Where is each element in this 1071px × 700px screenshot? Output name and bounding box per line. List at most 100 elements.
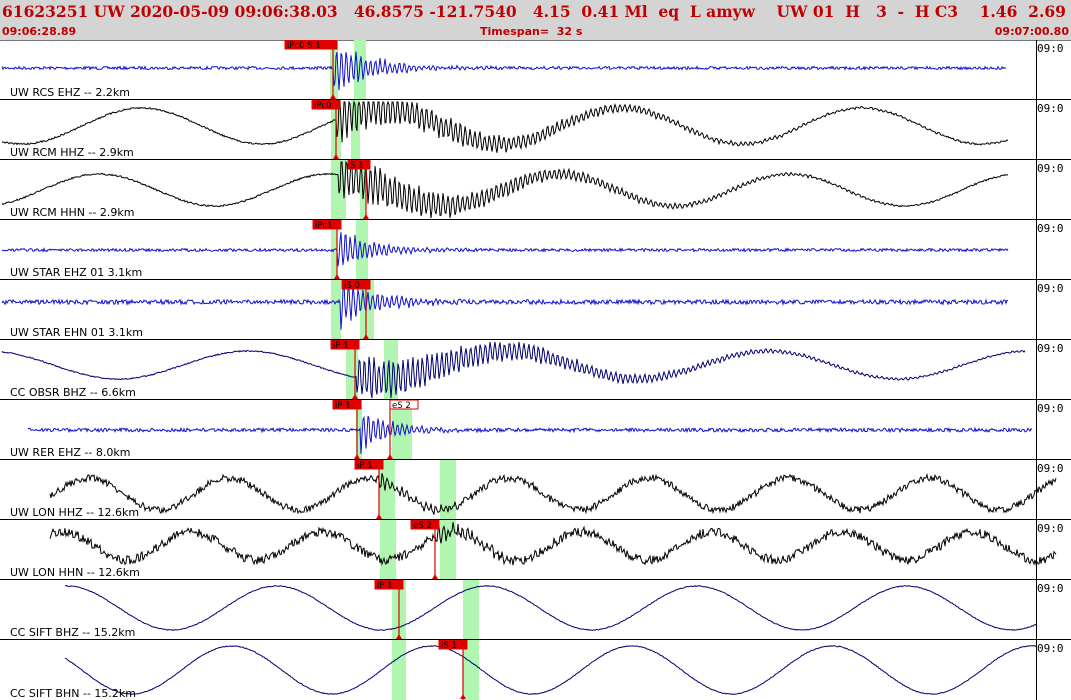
phase-window: [354, 40, 366, 99]
phase-window: [331, 280, 341, 339]
pick-label: eS 2: [413, 521, 432, 531]
time-tag: 09:0: [1037, 462, 1064, 475]
trace-panel[interactable]: eS 2 UW LON HHN -- 12.6km 09:0: [0, 520, 1071, 580]
pick-label: iP 1: [335, 401, 351, 411]
waveform[interactable]: iPc1: [0, 220, 1071, 280]
pick-marker: [333, 154, 339, 159]
time-tag: 09:0: [1037, 342, 1064, 355]
trace-panel[interactable]: iPc1 UW STAR EHZ 01 3.1km 09:0: [0, 220, 1071, 280]
seismic-trace: [49, 522, 1057, 566]
time-axis-divider: [1036, 40, 1037, 700]
time-tag: 09:0: [1037, 582, 1064, 595]
pick-label: iS 0: [344, 281, 360, 291]
seismic-trace: [1, 341, 1026, 399]
channel-label: UW RER EHZ -- 8.0km: [10, 446, 131, 459]
phase-window: [463, 580, 479, 639]
time-tag: 09:0: [1037, 102, 1064, 115]
pick-tag[interactable]: [312, 220, 342, 230]
phase-window: [351, 100, 360, 159]
pick-tag[interactable]: [374, 580, 404, 590]
seismogram-panels[interactable]: iPc0 S 1 UW RCS EHZ -- 2.2km 09:0 iPc0 U…: [0, 40, 1071, 700]
channel-label: UW LON HHN -- 12.6km: [10, 566, 140, 579]
time-tag: 09:0: [1037, 402, 1064, 415]
pick-marker: [396, 634, 402, 639]
pick-marker: [330, 94, 336, 99]
pick-label: eS 2: [392, 401, 411, 411]
phase-window: [440, 520, 456, 579]
pick-tag[interactable]: [330, 340, 360, 350]
trace-panel[interactable]: iPc0 S 1 UW RCS EHZ -- 2.2km 09:0: [0, 40, 1071, 100]
time-bar: 09:06:28.89 Timespan= 32 s 09:07:00.80: [0, 25, 1071, 39]
start-time: 09:06:28.89: [2, 25, 77, 38]
phase-window: [440, 460, 456, 519]
pick-marker: [334, 274, 340, 279]
time-tag: 09:0: [1037, 282, 1064, 295]
channel-label: CC SIFT BHZ -- 15.2km: [10, 626, 136, 639]
phase-window: [392, 640, 406, 700]
waveform[interactable]: iP 1 eS 2: [0, 400, 1071, 460]
phase-window: [356, 220, 368, 279]
phase-window: [392, 400, 412, 459]
waveform[interactable]: iP 1: [0, 340, 1071, 400]
pick-tag[interactable]: [438, 640, 468, 650]
waveform[interactable]: iPc0: [0, 100, 1071, 160]
timespan-label: Timespan= 32 s: [480, 25, 583, 38]
trace-panel[interactable]: iP 1 UW LON HHZ -- 12.6km 09:0: [0, 460, 1071, 520]
pick-tag[interactable]: [354, 460, 384, 470]
pick-marker: [352, 394, 358, 399]
waveform[interactable]: iS 0: [0, 280, 1071, 340]
seismic-trace: [27, 415, 1033, 454]
seismic-trace: [64, 645, 1037, 695]
seismic-trace: [1, 100, 1009, 153]
trace-panel[interactable]: iS 1 CC SIFT BHN -- 15.2km 09:0: [0, 640, 1071, 700]
pick-tag[interactable]: [389, 400, 419, 410]
pick-marker: [363, 334, 369, 339]
channel-label: CC OBSR BHZ -- 6.6km: [10, 386, 136, 399]
pick-marker: [376, 514, 382, 519]
pick-label: S 1: [350, 161, 364, 171]
trace-panel[interactable]: iS 0 UW STAR EHN 01 3.1km 09:0: [0, 280, 1071, 340]
time-tag: 09:0: [1037, 642, 1064, 655]
pick-marker: [354, 454, 360, 459]
channel-label: UW RCS EHZ -- 2.2km: [10, 86, 130, 99]
pick-tag[interactable]: [410, 520, 440, 530]
pick-tag[interactable]: [341, 280, 371, 290]
waveform[interactable]: iP 1: [0, 460, 1071, 520]
waveform[interactable]: eS 2: [0, 520, 1071, 580]
pick-tag[interactable]: [311, 100, 341, 110]
pick-tag[interactable]: [347, 160, 371, 170]
waveform[interactable]: iS 1: [0, 640, 1071, 700]
time-tag: 09:0: [1037, 522, 1064, 535]
seismic-trace: [49, 472, 1057, 515]
trace-panel[interactable]: iP 1 CC SIFT BHZ -- 15.2km 09:0: [0, 580, 1071, 640]
pick-label: iP 1: [333, 341, 349, 351]
waveform[interactable]: iPc0 S 1: [0, 40, 1071, 100]
phase-window: [330, 40, 338, 99]
time-tag: 09:0: [1037, 222, 1064, 235]
seismic-trace: [1, 51, 1007, 91]
channel-label: UW STAR EHN 01 3.1km: [10, 326, 143, 339]
trace-panel[interactable]: iP 1 eS 2 UW RER EHZ -- 8.0km 09:0: [0, 400, 1071, 460]
phase-window: [380, 520, 396, 579]
pick-tag[interactable]: [332, 400, 362, 410]
seismic-trace: [1, 281, 1009, 330]
seismic-trace: [64, 585, 1037, 631]
pick-tag[interactable]: [284, 40, 338, 50]
pick-label: iPc0: [314, 101, 332, 111]
channel-label: CC SIFT BHN -- 15.2km: [10, 687, 136, 700]
trace-panel[interactable]: iPc0 UW RCM HHZ -- 2.9km 09:0: [0, 100, 1071, 160]
pick-label: iS 1: [441, 641, 457, 651]
pick-label: iPc0 S 1: [287, 41, 321, 51]
event-header: 61623251 UW 2020-05-09 09:06:38.03 46.85…: [0, 0, 1071, 41]
pick-marker: [432, 574, 438, 579]
waveform[interactable]: S 1: [0, 160, 1071, 220]
event-summary: 61623251 UW 2020-05-09 09:06:38.03 46.85…: [2, 2, 1066, 21]
trace-panel[interactable]: S 1 UW RCM HHN -- 2.9km 09:0: [0, 160, 1071, 220]
trace-panel[interactable]: iP 1 CC OBSR BHZ -- 6.6km 09:0: [0, 340, 1071, 400]
channel-label: UW RCM HHZ -- 2.9km: [10, 146, 134, 159]
pick-label: iPc1: [315, 221, 333, 231]
pick-label: iP 1: [377, 581, 393, 591]
seismic-trace: [1, 232, 1009, 267]
waveform[interactable]: iP 1: [0, 580, 1071, 640]
seismic-trace: [1, 160, 1009, 219]
